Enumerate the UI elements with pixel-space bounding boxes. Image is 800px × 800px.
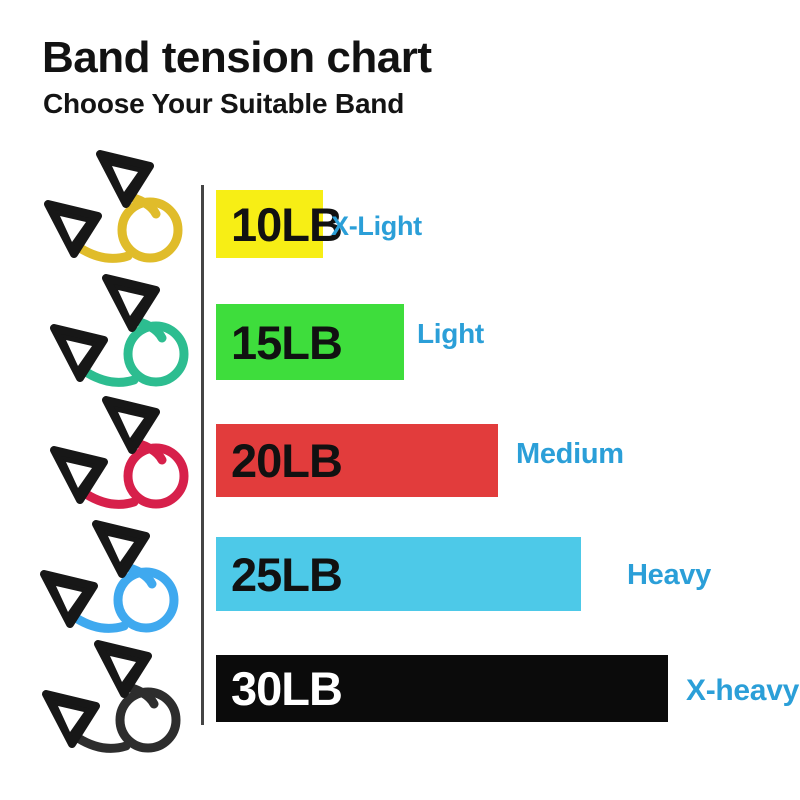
resistance-band-icon xyxy=(44,150,183,263)
bar-weight-label: 25LB xyxy=(231,547,343,601)
page-subtitle: Choose Your Suitable Band xyxy=(43,88,405,119)
bar-25lb: 25LB xyxy=(216,537,581,611)
resistance-band-icon xyxy=(50,396,189,509)
bar-20lb: 20LB xyxy=(216,424,498,497)
tension-label-heavy: Heavy xyxy=(627,559,711,591)
tension-label-x-light: X-Light xyxy=(331,211,422,241)
handle-lower xyxy=(50,446,108,504)
bar-10lb: 10LB xyxy=(216,190,343,258)
bar-weight-label: 15LB xyxy=(231,315,343,369)
resistance-band-image-25lb xyxy=(34,518,194,643)
handle-lower xyxy=(40,570,98,628)
handle-upper xyxy=(102,274,160,332)
bar-weight-label: 20LB xyxy=(231,434,343,487)
page-title: Band tension chart xyxy=(42,33,432,82)
resistance-band-image-20lb xyxy=(44,394,204,519)
chart-axis-line xyxy=(201,185,204,725)
resistance-band-image-15lb xyxy=(44,272,204,397)
handle-upper xyxy=(96,150,154,208)
handle-upper xyxy=(94,640,152,698)
handle-upper xyxy=(102,396,160,454)
handle-upper xyxy=(92,520,150,578)
tension-label-medium: Medium xyxy=(516,438,624,470)
handle-lower xyxy=(42,690,100,748)
resistance-band-icon xyxy=(50,274,189,387)
bar-30lb: 30LB xyxy=(216,655,668,722)
resistance-band-image-10lb xyxy=(38,148,198,273)
tension-label-x-heavy: X-heavy xyxy=(686,674,799,707)
resistance-band-icon xyxy=(40,520,179,633)
bar-weight-label: 30LB xyxy=(231,662,343,715)
resistance-band-icon xyxy=(42,640,181,753)
bar-weight-label: 10LB xyxy=(231,197,343,251)
resistance-band-image-30lb xyxy=(36,638,196,763)
handle-lower xyxy=(50,324,108,382)
handle-lower xyxy=(44,200,102,258)
bar-15lb: 15LB xyxy=(216,304,404,380)
tension-label-light: Light xyxy=(417,318,484,349)
